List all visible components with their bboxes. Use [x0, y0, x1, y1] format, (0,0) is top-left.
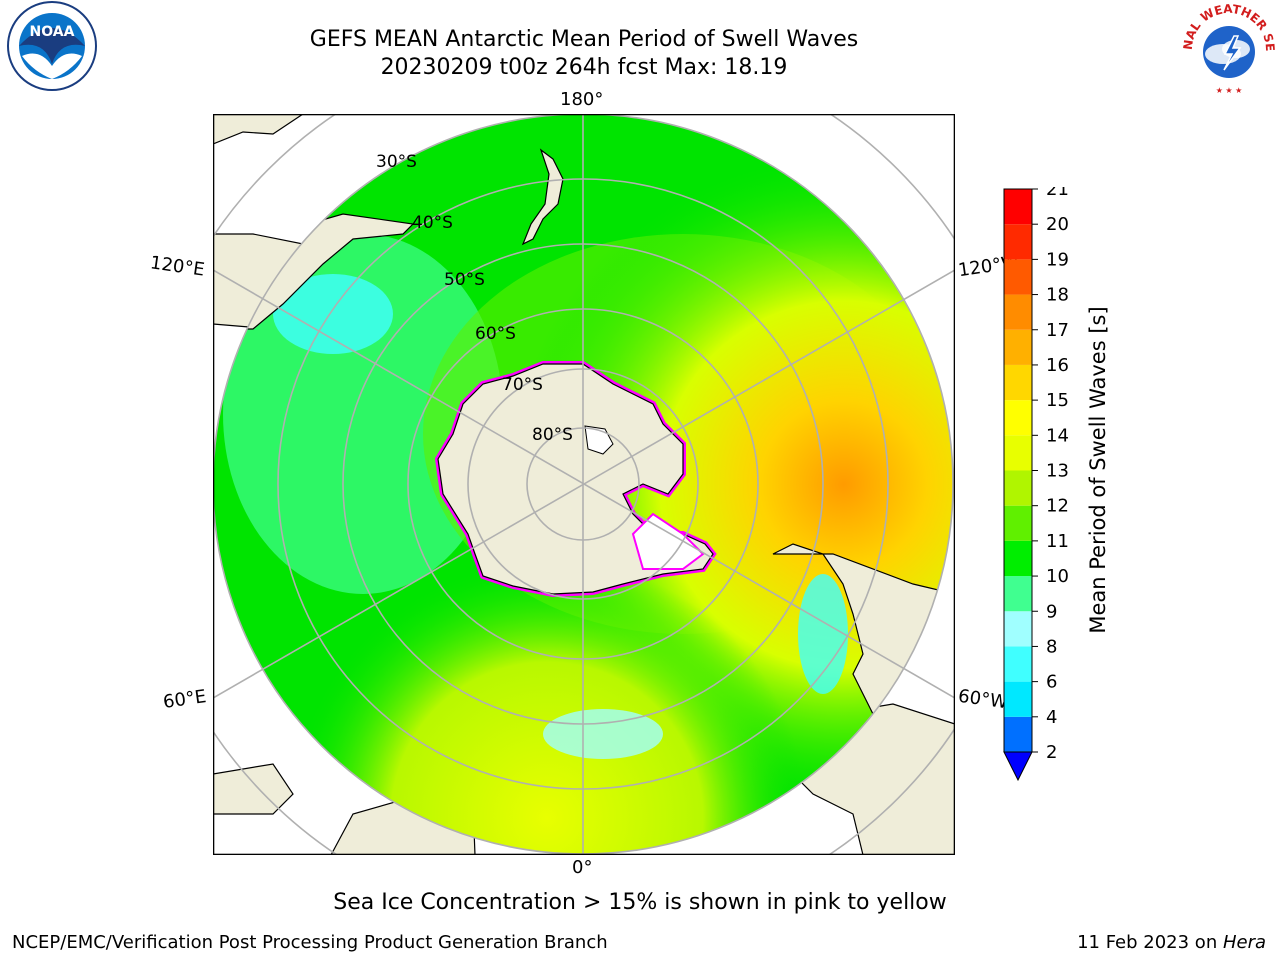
colorbar-swatch [1004, 329, 1032, 365]
lat-label-30s: 30°S [376, 152, 417, 172]
colorbar-tick-label: 8 [1046, 636, 1057, 657]
colorbar-swatch [1004, 470, 1032, 506]
colorbar-tick-label: 13 [1046, 461, 1069, 482]
lon-label-60e: 60°E [161, 686, 208, 713]
colorbar-tick-label: 21 [1046, 187, 1069, 200]
nws-logo: NATIONAL WEATHER SERVICE ★ ★ ★ [1178, 0, 1277, 96]
colorbar-swatch [1004, 400, 1032, 436]
colorbar-tick-label: 20 [1046, 214, 1069, 235]
colorbar-tick-label: 16 [1046, 355, 1069, 376]
svg-text:★ ★ ★: ★ ★ ★ [1216, 86, 1243, 95]
colorbar-swatch [1004, 189, 1032, 225]
colorbar-tick-label: 17 [1046, 320, 1069, 341]
lat-label-70s: 70°S [502, 375, 543, 395]
colorbar-swatch [1004, 716, 1032, 752]
lat-label-50s: 50°S [444, 270, 485, 290]
colorbar-label: Mean Period of Swell Waves [s] [1086, 306, 1110, 634]
sea-ice-footnote: Sea Ice Concentration > 15% is shown in … [333, 890, 947, 915]
colorbar-tick-label: 10 [1046, 566, 1069, 587]
colorbar-tick-label: 19 [1046, 249, 1069, 270]
credit-line: NCEP/EMC/Verification Post Processing Pr… [12, 932, 608, 953]
lat-label-80s: 80°S [532, 425, 573, 445]
date-line: 11 Feb 2023 on Hera [1077, 932, 1266, 953]
lat-label-60s: 60°S [475, 324, 516, 344]
colorbar-extend-triangle [1003, 751, 1033, 782]
colorbar-tick-label: 9 [1046, 601, 1057, 622]
machine-name: Hera [1222, 932, 1266, 953]
colorbar: 2 4 6 8 9 10 11 12 13 14 15 16 17 18 19 20 21 [1003, 187, 1069, 782]
map-frame [213, 114, 955, 855]
colorbar-swatch [1004, 681, 1032, 717]
colorbar-swatch [1004, 259, 1032, 295]
map-subtitle: 20230209 t00z 264h fcst Max: 18.19 [380, 55, 788, 80]
colorbar-swatch [1004, 646, 1032, 682]
colorbar-swatch [1004, 540, 1032, 577]
map-title: GEFS MEAN Antarctic Mean Period of Swell… [309, 27, 859, 52]
lat-label-40s: 40°S [412, 213, 453, 233]
colorbar-tick-label: 12 [1046, 496, 1069, 517]
colorbar-swatch [1004, 435, 1032, 471]
colorbar-swatch [1004, 611, 1032, 647]
colorbar-tick-label: 14 [1046, 425, 1069, 446]
colorbar-tick-label: 4 [1046, 707, 1057, 728]
noaa-logo-text: NOAA [30, 24, 75, 40]
colorbar-swatch [1004, 576, 1032, 612]
colorbar-tick-label: 6 [1046, 672, 1057, 693]
colorbar-tick-label: 2 [1046, 742, 1057, 763]
date-text: 11 Feb 2023 on [1077, 932, 1223, 953]
colorbar-tick-label: 11 [1046, 531, 1069, 552]
noaa-logo: NOAA [7, 1, 97, 91]
lon-label-120e: 120°E [148, 252, 206, 281]
colorbar-swatch [1004, 505, 1032, 541]
lon-label-180: 180° [560, 89, 604, 110]
lon-label-0: 0° [572, 857, 593, 878]
colorbar-tick-label: 18 [1046, 285, 1069, 306]
colorbar-swatch [1004, 224, 1032, 260]
colorbar-swatch [1004, 294, 1032, 330]
colorbar-tick-label: 15 [1046, 390, 1069, 411]
colorbar-swatch [1004, 364, 1032, 401]
